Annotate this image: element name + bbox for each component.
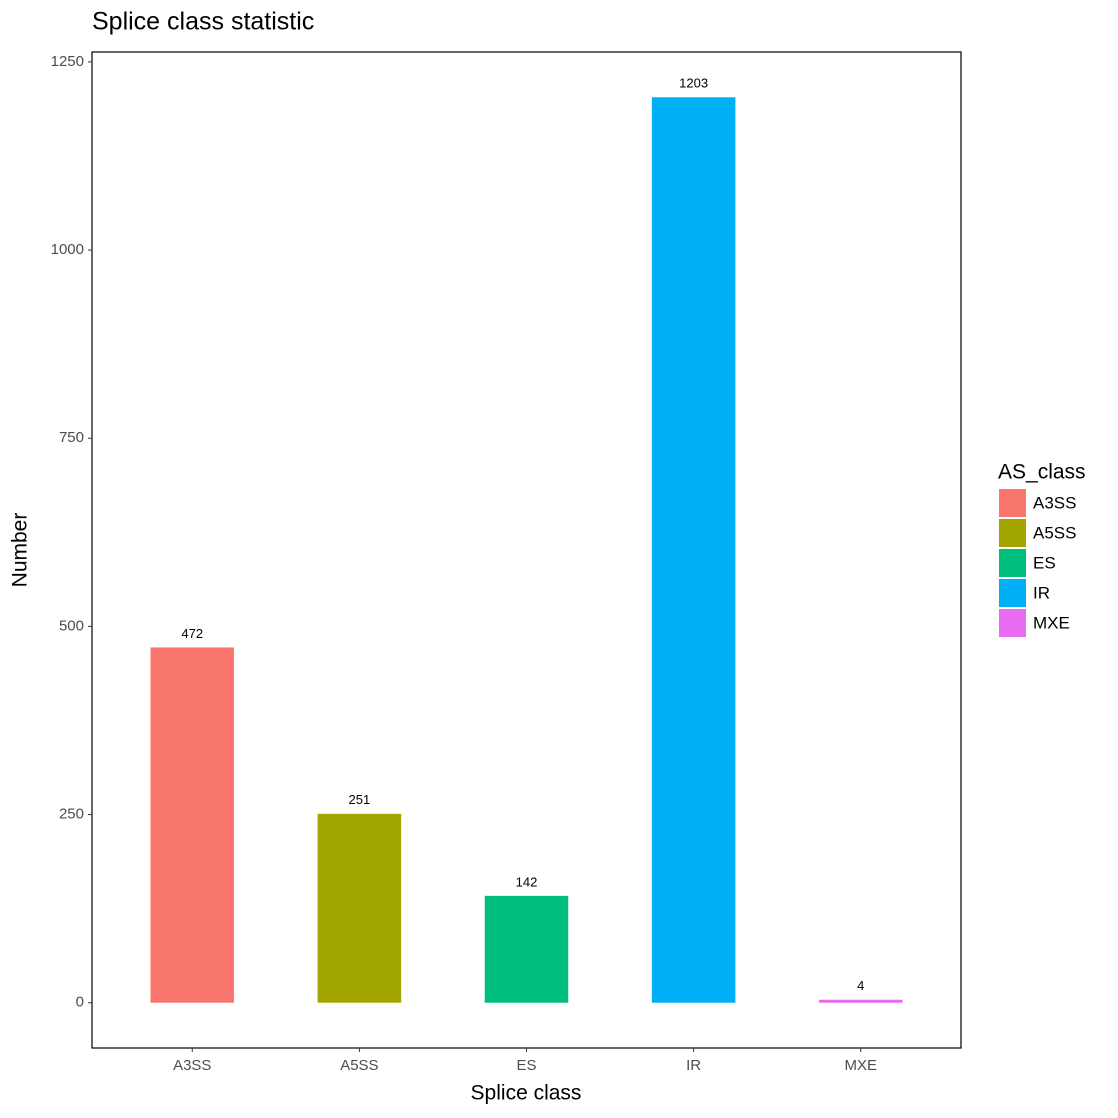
bar	[651, 97, 736, 1003]
y-tick-label: 250	[59, 806, 84, 823]
x-tick-label: A3SS	[173, 1057, 211, 1074]
y-axis-label: Number	[9, 513, 32, 588]
legend-label: A3SS	[1033, 493, 1076, 512]
legend-swatch	[999, 549, 1026, 577]
legend-title: AS_class	[998, 461, 1086, 484]
value-label: 251	[349, 792, 371, 807]
y-tick-label: 750	[59, 429, 84, 446]
legend-swatch	[999, 489, 1026, 517]
x-tick-label: IR	[686, 1057, 701, 1074]
value-label: 4	[857, 978, 864, 993]
value-label: 1203	[679, 76, 708, 91]
legend-label: IR	[1033, 583, 1050, 602]
chart-title: Splice class statistic	[92, 8, 314, 36]
y-tick-label: 1250	[51, 53, 84, 70]
legend-swatch	[999, 579, 1026, 607]
bar	[484, 895, 569, 1003]
bar	[150, 647, 235, 1003]
y-tick-label: 500	[59, 617, 84, 634]
legend-swatch	[999, 609, 1026, 637]
legend-label: ES	[1033, 553, 1056, 572]
x-tick-label: ES	[516, 1057, 536, 1074]
legend-label: MXE	[1033, 613, 1070, 632]
bar	[818, 999, 903, 1003]
y-tick-label: 0	[76, 994, 84, 1011]
value-label: 472	[181, 626, 203, 641]
y-tick-label: 1000	[51, 241, 84, 258]
bar	[317, 813, 402, 1003]
x-tick-label: A5SS	[340, 1057, 378, 1074]
legend-label: A5SS	[1033, 523, 1076, 542]
value-label: 142	[516, 874, 538, 889]
legend-swatch	[999, 519, 1026, 547]
x-axis-label: Splice class	[471, 1082, 582, 1105]
x-tick-label: MXE	[844, 1057, 877, 1074]
